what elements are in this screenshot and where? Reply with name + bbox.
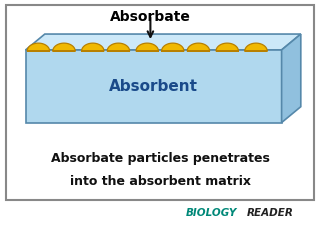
Text: into the absorbent matrix: into the absorbent matrix	[69, 175, 251, 188]
Polygon shape	[136, 43, 158, 51]
Polygon shape	[82, 43, 104, 51]
Polygon shape	[216, 43, 238, 51]
Polygon shape	[187, 43, 210, 51]
Polygon shape	[26, 50, 282, 123]
Polygon shape	[245, 43, 267, 51]
Polygon shape	[53, 43, 75, 51]
Text: Absorbate: Absorbate	[110, 10, 191, 24]
Text: BIOLOGY: BIOLOGY	[186, 208, 237, 218]
Polygon shape	[282, 34, 301, 123]
Bar	[6, 5, 314, 200]
Polygon shape	[162, 43, 184, 51]
Polygon shape	[26, 34, 301, 50]
Text: Absorbent: Absorbent	[109, 79, 198, 94]
Polygon shape	[27, 43, 50, 51]
Text: READER: READER	[246, 208, 293, 218]
Text: Absorbate particles penetrates: Absorbate particles penetrates	[51, 152, 269, 165]
Polygon shape	[107, 43, 130, 51]
